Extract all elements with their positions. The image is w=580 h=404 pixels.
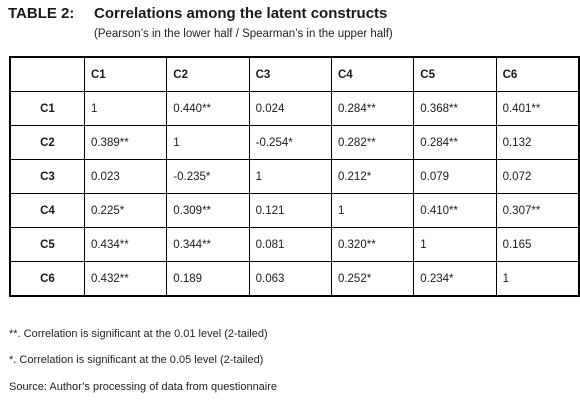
table-cell: 1 bbox=[413, 227, 497, 262]
table-cell: 1 bbox=[166, 125, 250, 160]
table-cell: 0.368** bbox=[413, 91, 497, 126]
table-cell: -0.254* bbox=[248, 125, 332, 160]
column-header-c1: C1 bbox=[83, 56, 168, 92]
table-cell: 0.432** bbox=[83, 261, 168, 297]
column-header-c4: C4 bbox=[330, 56, 415, 92]
row-header: C6 bbox=[9, 261, 85, 297]
table-cell: 0.401** bbox=[495, 91, 580, 126]
table-cell: 0.165 bbox=[495, 227, 580, 262]
table-cell: 0.434** bbox=[83, 227, 168, 262]
footnote-significance-001: **. Correlation is significant at the 0.… bbox=[9, 328, 268, 340]
table-cell: 0.212* bbox=[330, 159, 415, 194]
table-cell: 0.132 bbox=[495, 125, 580, 160]
table-cell: 0.410** bbox=[413, 193, 497, 228]
table-cell: 0.344** bbox=[166, 227, 250, 262]
table-cell: 0.282** bbox=[330, 125, 415, 160]
table-cell: 0.320** bbox=[330, 227, 415, 262]
table-cell: 0.307** bbox=[495, 193, 580, 228]
table-subtitle: (Pearson’s in the lower half / Spearman’… bbox=[94, 28, 393, 40]
table-cell: 1 bbox=[330, 193, 415, 228]
table-cell: 0.024 bbox=[248, 91, 332, 126]
table-cell: 0.063 bbox=[248, 261, 332, 297]
table-cell: 1 bbox=[83, 91, 168, 126]
table-cell: 0.234* bbox=[413, 261, 497, 297]
table-cell: 0.389** bbox=[83, 125, 168, 160]
table-row: C5 0.434** 0.344** 0.081 0.320** 1 0.165 bbox=[9, 227, 580, 262]
table-cell: 0.440** bbox=[166, 91, 250, 126]
table-cell: -0.235* bbox=[166, 159, 250, 194]
table-cell: 0.121 bbox=[248, 193, 332, 228]
table-cell: 0.284** bbox=[330, 91, 415, 126]
source-note: Source: Author’s processing of data from… bbox=[9, 381, 278, 393]
table-row: C3 0.023 -0.235* 1 0.212* 0.079 0.072 bbox=[9, 159, 580, 194]
table-cell: 0.081 bbox=[248, 227, 332, 262]
row-header: C3 bbox=[9, 159, 85, 194]
table-title: Correlations among the latent constructs bbox=[94, 5, 388, 22]
table-row: C6 0.432** 0.189 0.063 0.252* 0.234* 1 bbox=[9, 261, 580, 297]
row-header: C1 bbox=[9, 91, 85, 126]
row-header: C2 bbox=[9, 125, 85, 160]
table-row: C2 0.389** 1 -0.254* 0.282** 0.284** 0.1… bbox=[9, 125, 580, 160]
table-row: C4 0.225* 0.309** 0.121 1 0.410** 0.307*… bbox=[9, 193, 580, 228]
column-header-c3: C3 bbox=[248, 56, 332, 92]
table-number: TABLE 2: bbox=[8, 5, 75, 22]
footnote-significance-005: *. Correlation is significant at the 0.0… bbox=[9, 354, 264, 366]
table-cell: 0.072 bbox=[495, 159, 580, 194]
table-cell: 0.189 bbox=[166, 261, 250, 297]
table-row: C1 1 0.440** 0.024 0.284** 0.368** 0.401… bbox=[9, 91, 580, 126]
row-header: C5 bbox=[9, 227, 85, 262]
table-cell: 1 bbox=[248, 159, 332, 194]
table-cell: 1 bbox=[495, 261, 580, 297]
table-cell: 0.079 bbox=[413, 159, 497, 194]
table-cell: 0.252* bbox=[330, 261, 415, 297]
table-cell: 0.309** bbox=[166, 193, 250, 228]
column-header-c2: C2 bbox=[166, 56, 250, 92]
row-header: C4 bbox=[9, 193, 85, 228]
header-row: C1 C2 C3 C4 C5 C6 bbox=[9, 56, 580, 92]
table-cell: 0.284** bbox=[413, 125, 497, 160]
column-header-c6: C6 bbox=[495, 56, 580, 92]
column-header-c5: C5 bbox=[413, 56, 497, 92]
correlation-table: C1 C2 C3 C4 C5 C6 C1 1 0.440** 0.024 0.2… bbox=[9, 56, 580, 297]
table-cell: 0.023 bbox=[83, 159, 168, 194]
table-heading: TABLE 2: Correlations among the latent c… bbox=[8, 5, 387, 22]
corner-cell bbox=[9, 56, 85, 92]
table-cell: 0.225* bbox=[83, 193, 168, 228]
